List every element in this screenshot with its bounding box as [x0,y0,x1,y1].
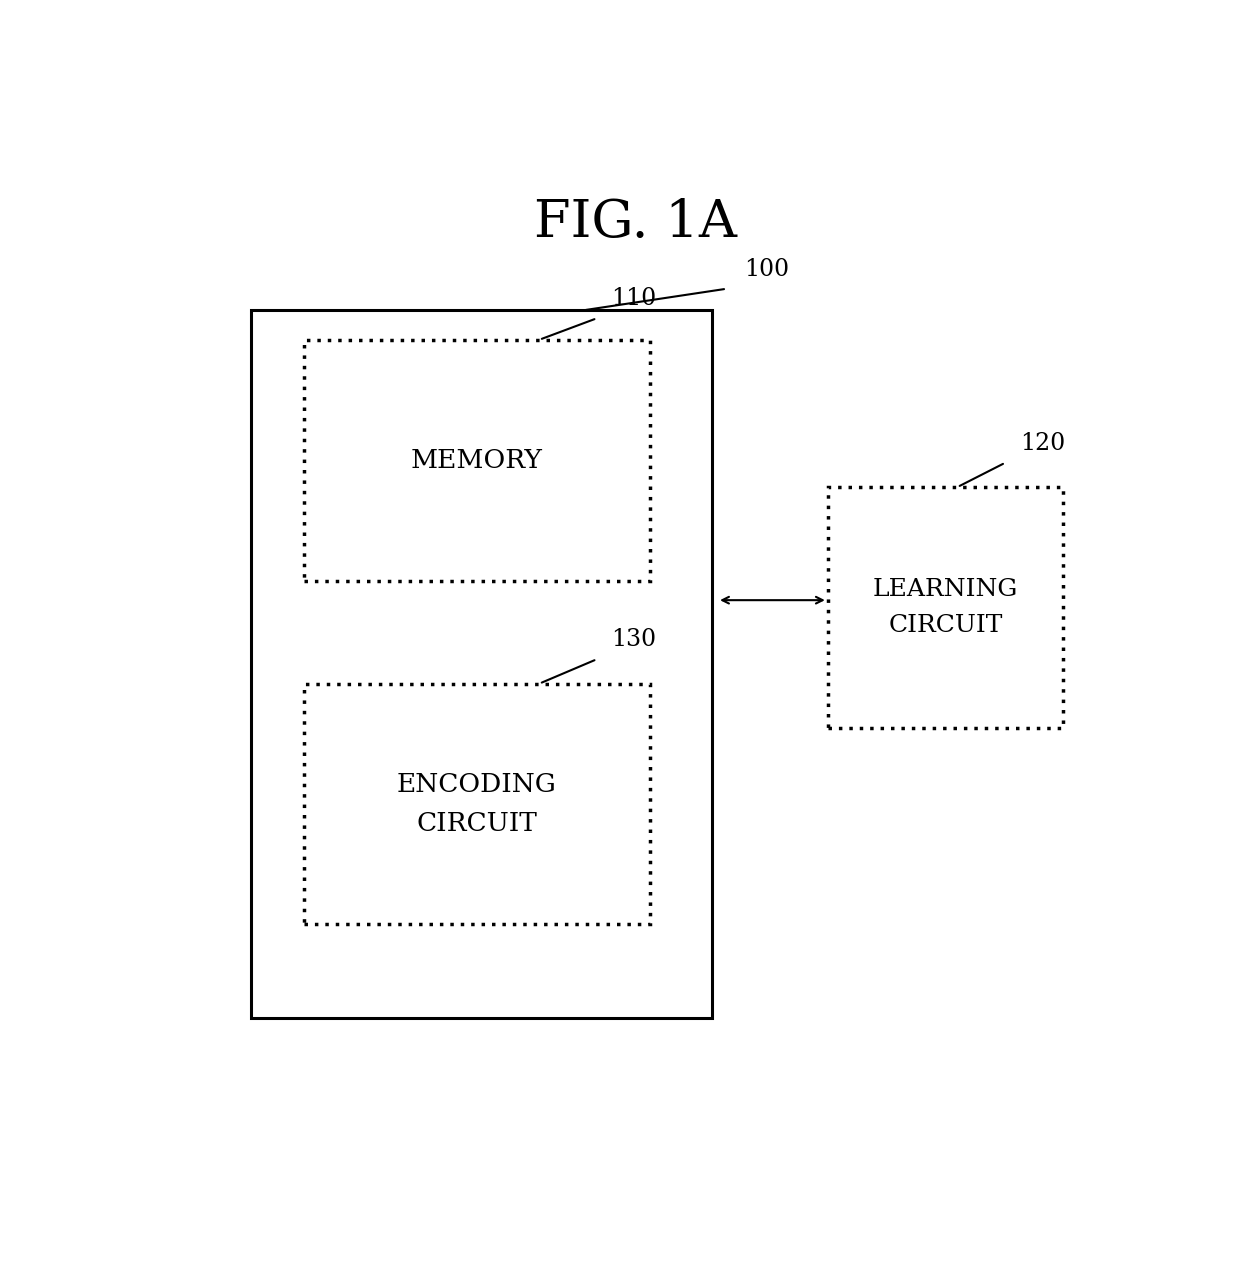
Text: 130: 130 [611,628,657,651]
Text: MEMORY: MEMORY [410,448,543,472]
Text: 120: 120 [1019,431,1065,454]
Text: 110: 110 [611,287,657,310]
Text: FIG. 1A: FIG. 1A [534,198,737,249]
Text: 100: 100 [744,258,789,281]
Text: ENCODING
CIRCUIT: ENCODING CIRCUIT [397,772,557,836]
Bar [250,310,712,1018]
Bar [828,487,1063,727]
Bar [304,684,650,924]
Bar [304,339,650,581]
Text: LEARNING
CIRCUIT: LEARNING CIRCUIT [873,578,1018,637]
